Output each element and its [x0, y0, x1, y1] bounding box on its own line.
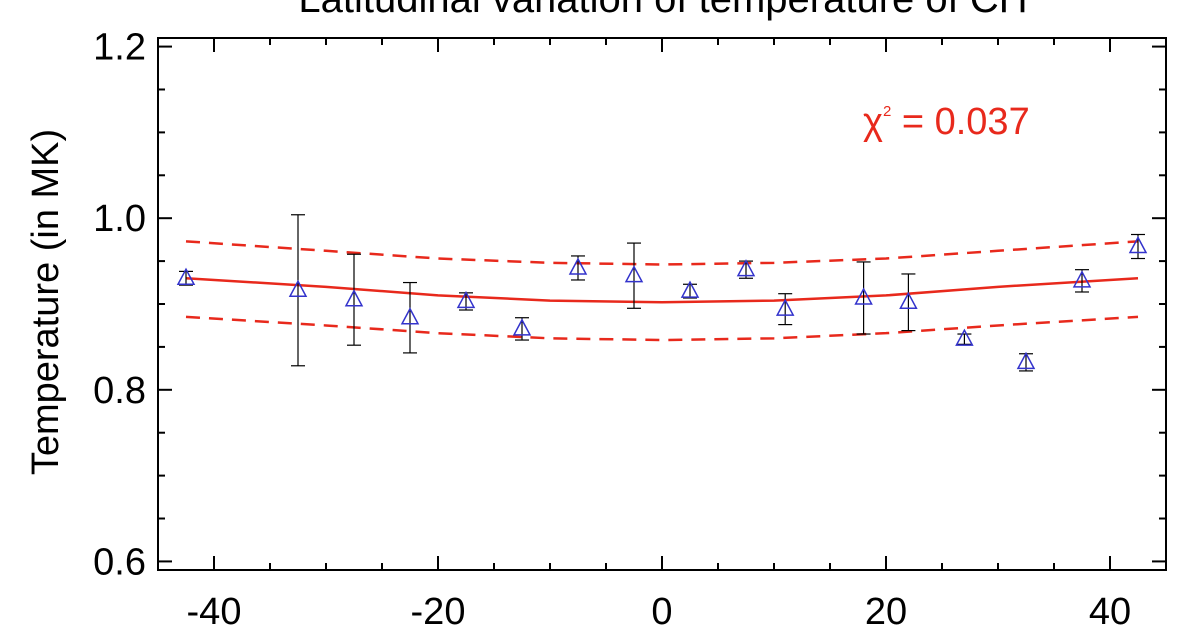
- y-tick-label: 1.0: [93, 198, 146, 240]
- chi-superscript: 2: [883, 103, 891, 120]
- y-tick-label: 0.6: [93, 541, 146, 583]
- data-point-marker: [1128, 235, 1148, 254]
- chi-square-annotation: χ2 = 0.037: [863, 101, 1030, 143]
- data-point-marker: [400, 307, 420, 325]
- data-point-marker: [775, 298, 795, 316]
- data-point-marker: [624, 265, 644, 283]
- chart-title: Latitudinal variation of temperature of …: [298, 0, 1027, 21]
- x-tick-label: 0: [651, 591, 672, 630]
- tick-labels: -40 -20 0 20 40 0.6 0.8 1.0 1.2: [93, 27, 1131, 630]
- x-tick-label: 40: [1089, 591, 1131, 630]
- x-tick-label: -40: [187, 591, 242, 630]
- x-tick-label: -20: [411, 591, 466, 630]
- x-tick-label: 20: [865, 591, 907, 630]
- data-point-marker: [456, 290, 476, 309]
- data-point-marker: [680, 280, 700, 298]
- data-point-marker: [854, 287, 873, 305]
- fit-upper-bound-line: [185, 240, 1139, 266]
- data-point-marker: [344, 289, 364, 307]
- error-bars: [179, 214, 1145, 372]
- data-point-marker: [955, 328, 974, 346]
- chi-value: = 0.037: [891, 101, 1029, 143]
- data-point-marker: [512, 318, 532, 336]
- data-point-marker: [1016, 351, 1036, 370]
- data-markers: [176, 235, 1148, 370]
- fit-lower-bound-line: [185, 315, 1139, 342]
- data-point-marker: [1072, 270, 1092, 288]
- axis-ticks: [157, 38, 1167, 570]
- data-point-marker: [736, 259, 756, 277]
- y-axis-label: Temperature (in MK): [25, 129, 67, 475]
- data-point-marker: [568, 257, 588, 275]
- fit-line: [185, 277, 1139, 304]
- data-point-marker: [176, 267, 196, 286]
- fit-lines: [185, 240, 1139, 342]
- chi-symbol: χ: [863, 101, 883, 143]
- y-tick-label: 1.2: [93, 27, 146, 69]
- data-point-marker: [288, 279, 308, 298]
- data-point-marker: [899, 291, 918, 310]
- y-tick-label: 0.8: [93, 370, 146, 412]
